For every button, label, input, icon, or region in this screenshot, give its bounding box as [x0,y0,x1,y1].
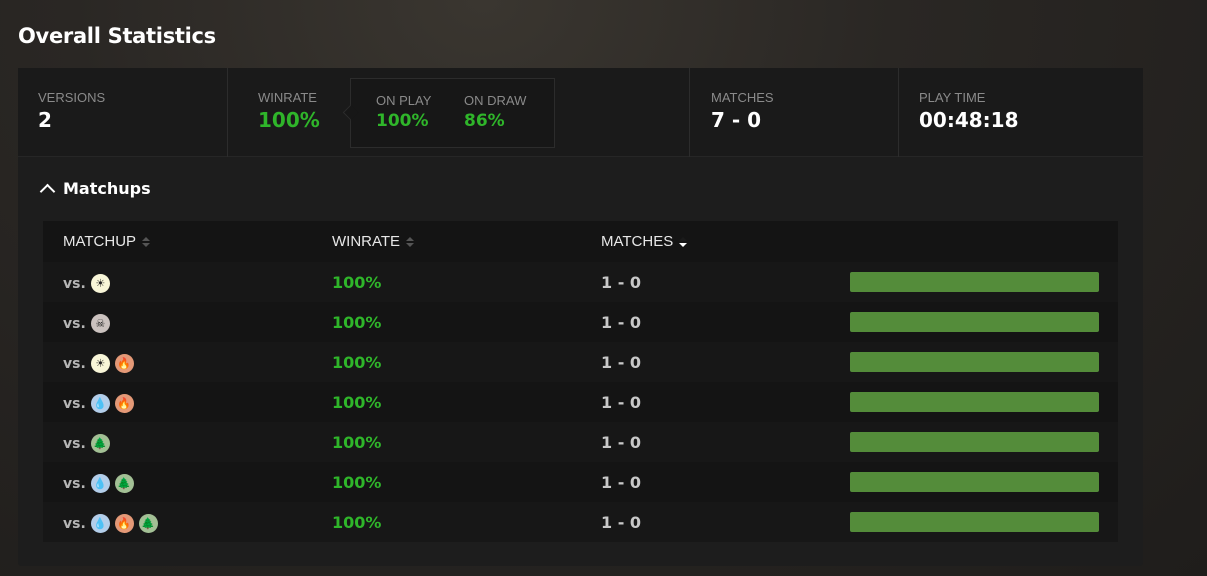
matches-cell: 1 - 0 [601,473,642,492]
winrate-label: WINRATE [258,90,317,105]
winrate-cell: 100% [332,393,382,412]
play-time-label: PLAY TIME [919,90,986,105]
mana-red-icon: 🔥 [114,514,134,533]
divider [689,68,690,157]
table-row: vs. 💧 🔥 100% 1 - 0 [43,382,1118,422]
win-bar-fill [850,512,1099,532]
on-play-value: 100% [376,111,429,131]
win-loss-bar [850,392,1099,412]
win-loss-bar [850,272,1099,292]
mana-green-icon: 🌲 [90,434,110,453]
statistics-panel: VERSIONS 2 WINRATE 100% ON PLAY 100% ON D… [18,68,1143,566]
vs-label: vs. [63,515,86,532]
win-bar-fill [850,432,1099,452]
win-bar-fill [850,352,1099,372]
column-header-winrate[interactable]: WINRATE [332,221,415,262]
mana-red-icon: 🔥 [114,354,134,373]
on-draw-label: ON DRAW [464,93,527,108]
win-loss-bar [850,512,1099,532]
table-row: vs. 💧 🌲 100% 1 - 0 [43,462,1118,502]
win-loss-bar [850,312,1099,332]
winrate-cell: 100% [332,433,382,452]
mana-blue-icon: 💧 [90,394,110,413]
mana-white-icon: ☀ [90,274,110,293]
matches-cell: 1 - 0 [601,353,642,372]
table-row: vs. 💧 🔥 🌲 100% 1 - 0 [43,502,1118,542]
sort-descending-icon [679,236,688,247]
stats-bar: VERSIONS 2 WINRATE 100% ON PLAY 100% ON D… [18,68,1143,157]
win-bar-fill [850,272,1099,292]
sort-icon [142,236,151,247]
matchup-cell: vs. ☀ 🔥 [63,354,134,373]
column-header-matchup[interactable]: MATCHUP [63,221,151,262]
winrate-cell: 100% [332,313,382,332]
on-play-label: ON PLAY [376,93,432,108]
sort-icon [406,236,415,247]
mana-blue-icon: 💧 [90,514,110,533]
chevron-up-icon [39,183,56,199]
matches-cell: 1 - 0 [601,393,642,412]
mana-blue-icon: 💧 [90,474,110,493]
win-bar-fill [850,312,1099,332]
matches-label: MATCHES [711,90,774,105]
table-row: vs. 🌲 100% 1 - 0 [43,422,1118,462]
winrate-cell: 100% [332,353,382,372]
page-title: Overall Statistics [18,24,216,48]
mana-white-icon: ☀ [90,354,110,373]
mana-green-icon: 🌲 [114,474,134,493]
column-label: WINRATE [332,233,401,250]
divider [227,68,228,157]
matches-cell: 1 - 0 [601,513,642,532]
on-draw-value: 86% [464,111,505,131]
mana-black-icon: ☠ [90,314,110,333]
win-loss-bar [850,472,1099,492]
matchup-cell: vs. 💧 🔥 [63,394,134,413]
win-bar-fill [850,392,1099,412]
winrate-cell: 100% [332,273,382,292]
winrate-cell: 100% [332,473,382,492]
win-loss-bar [850,432,1099,452]
matchup-cell: vs. 🌲 [63,434,110,453]
matches-cell: 1 - 0 [601,273,642,292]
mana-red-icon: 🔥 [114,394,134,413]
vs-label: vs. [63,275,86,292]
win-loss-bar [850,352,1099,372]
matchups-toggle[interactable]: Matchups [39,179,151,199]
stat-winrate: WINRATE 100% [238,68,320,157]
table-row: vs. ☀ 🔥 100% 1 - 0 [43,342,1118,382]
matchup-cell: vs. ☀ [63,274,110,293]
column-label: MATCHES [601,233,674,250]
play-time-value: 00:48:18 [919,108,1019,132]
column-label: MATCHUP [63,233,137,250]
matchup-cell: vs. 💧 🔥 🌲 [63,514,158,533]
table-row: vs. ☀ 100% 1 - 0 [43,262,1118,302]
matchup-cell: vs. ☠ [63,314,110,333]
vs-label: vs. [63,315,86,332]
win-bar-fill [850,472,1099,492]
vs-label: vs. [63,395,86,412]
stat-versions: VERSIONS 2 [18,68,105,157]
matchup-cell: vs. 💧 🌲 [63,474,134,493]
vs-label: vs. [63,435,86,452]
vs-label: vs. [63,355,86,372]
vs-label: vs. [63,475,86,492]
matches-cell: 1 - 0 [601,433,642,452]
mana-green-icon: 🌲 [138,514,158,533]
matchups-title: Matchups [63,179,151,198]
versions-value: 2 [38,108,52,132]
stat-matches: MATCHES 7 - 0 [691,68,774,157]
versions-label: VERSIONS [38,90,106,105]
winrate-value: 100% [258,108,320,132]
matches-cell: 1 - 0 [601,313,642,332]
table-row: vs. ☠ 100% 1 - 0 [43,302,1118,342]
winrate-breakdown-popover: ON PLAY 100% ON DRAW 86% [350,78,555,148]
winrate-cell: 100% [332,513,382,532]
matchups-table: MATCHUP WINRATE MATCHES vs. ☀ 100% 1 - 0 … [43,221,1118,542]
divider [898,68,899,157]
stat-play-time: PLAY TIME 00:48:18 [899,68,1019,157]
column-header-matches[interactable]: MATCHES [601,221,688,262]
matches-value: 7 - 0 [711,108,762,132]
